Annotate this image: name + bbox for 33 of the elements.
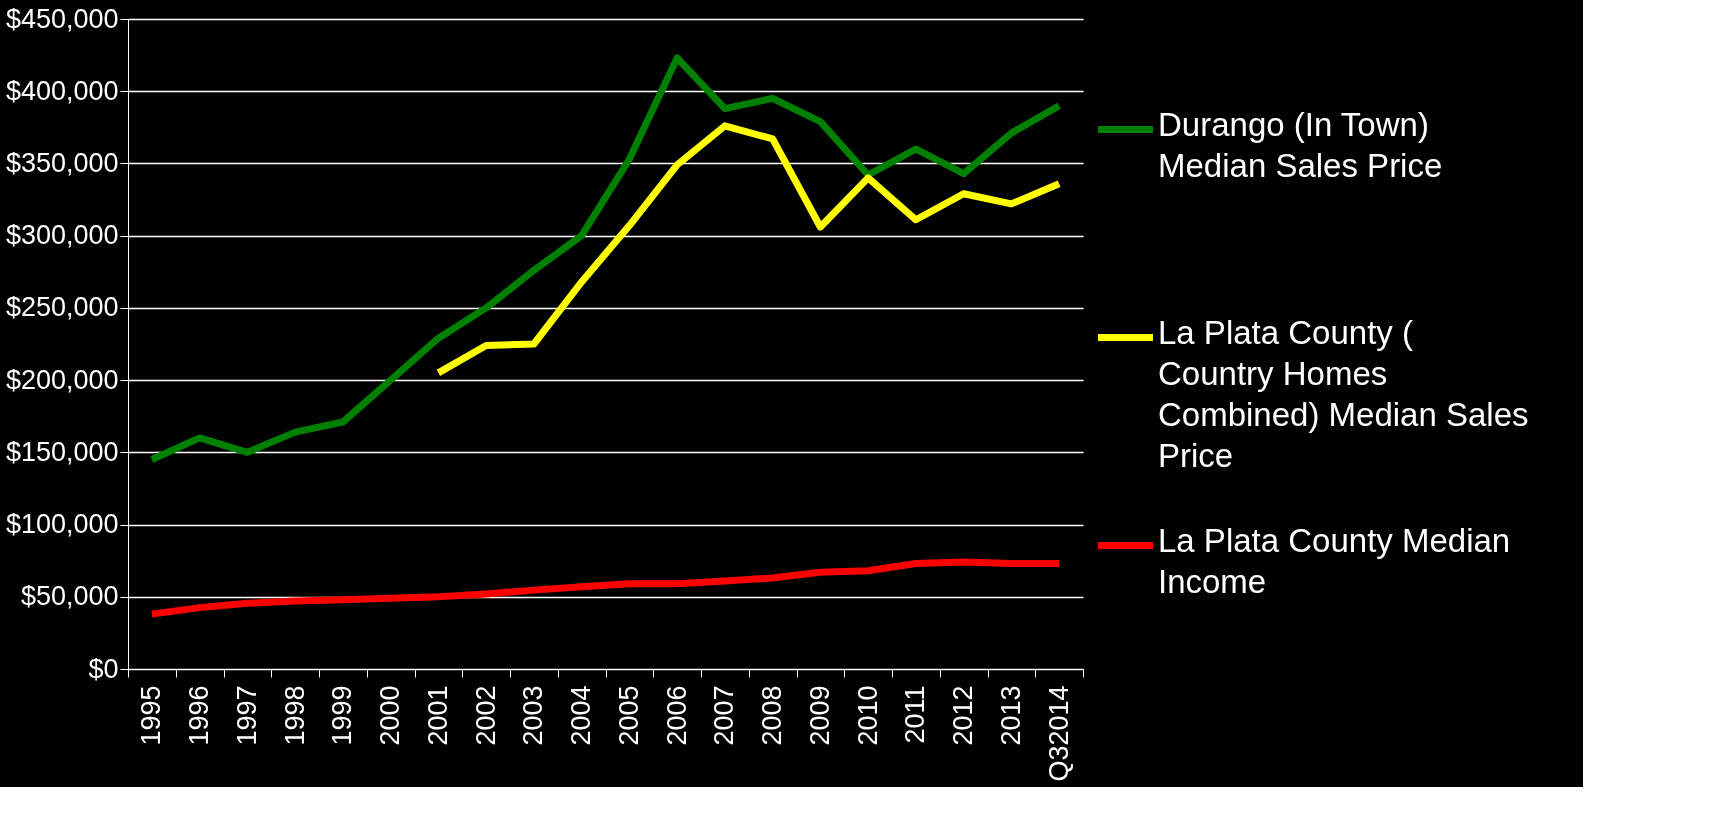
x-tick-label: 2008 (757, 685, 788, 746)
y-tick-label: $0 (88, 653, 119, 684)
x-tick-label: 2005 (613, 685, 644, 746)
y-tick-label: $150,000 (5, 436, 119, 467)
y-tick-label: $200,000 (5, 364, 119, 395)
x-tick-label: 2012 (948, 685, 979, 746)
x-tick-label: 2009 (804, 685, 835, 746)
y-tick-label: $300,000 (5, 220, 119, 251)
x-tick-label: 2002 (470, 685, 501, 746)
y-tick-label: $100,000 (5, 509, 119, 540)
legend-label: La Plata County ( Country Homes Combined) Median Sales Price (1158, 313, 1529, 474)
y-tick-label: $350,000 (5, 147, 119, 178)
x-tick-label: 2007 (709, 685, 740, 746)
legend-label: La Plata County Median Income (1158, 521, 1511, 600)
x-tick-label: 1995 (136, 685, 167, 746)
x-tick-label: 2004 (566, 685, 597, 746)
x-tick-label: 1996 (184, 685, 215, 746)
y-tick-label: $450,000 (5, 3, 119, 34)
x-tick-label: 2001 (422, 685, 453, 746)
x-tick-label: 1998 (279, 685, 310, 746)
x-tick-label: 1997 (231, 685, 262, 746)
y-tick-label: $50,000 (20, 581, 119, 612)
x-tick-label: 2010 (852, 685, 883, 746)
x-tick-label: 2000 (375, 685, 406, 746)
x-tick-label: 2011 (900, 685, 931, 744)
x-tick-label: 2006 (661, 685, 692, 746)
x-tick-label: 2013 (995, 685, 1026, 746)
x-tick-label: Q32014 (1043, 685, 1074, 782)
y-tick-label: $400,000 (5, 75, 119, 106)
legend-label: Durango (In Town) Median Sales Price (1158, 105, 1443, 184)
x-tick-label: 2003 (518, 685, 549, 746)
y-tick-label: $250,000 (5, 292, 119, 323)
x-tick-label: 1999 (327, 685, 358, 746)
